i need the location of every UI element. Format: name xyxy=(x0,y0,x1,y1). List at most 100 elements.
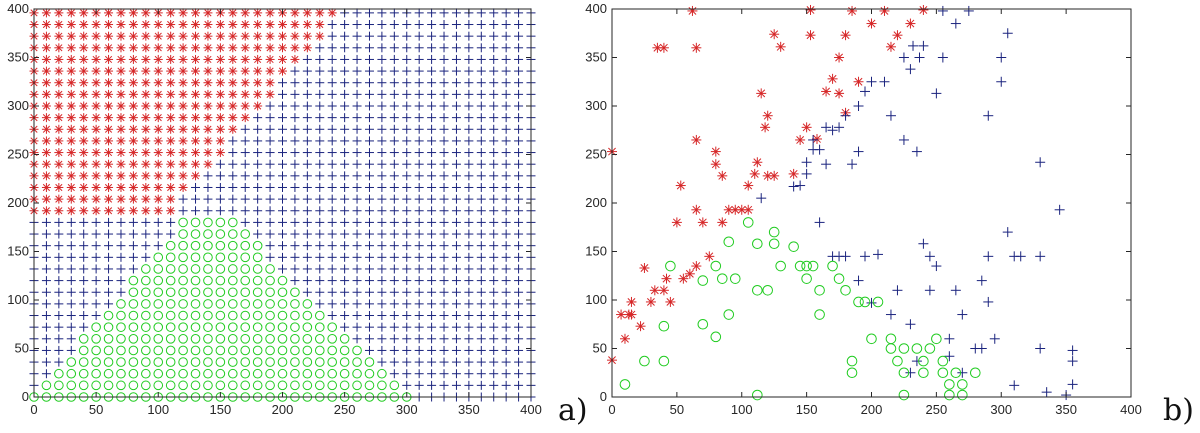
grid-marker-circle xyxy=(215,345,226,356)
grid-marker-plus xyxy=(253,124,263,134)
grid-marker-asterisk xyxy=(215,124,225,134)
grid-marker-plus xyxy=(377,113,387,123)
grid-marker-circle xyxy=(290,287,300,298)
x-tick-label: 0 xyxy=(608,402,615,417)
grid-marker-plus xyxy=(427,101,437,111)
grid-marker-plus xyxy=(427,159,437,169)
grid-marker-plus xyxy=(66,345,76,355)
grid-marker-plus xyxy=(302,89,312,99)
grid-marker-asterisk xyxy=(215,148,225,158)
grid-marker-plus xyxy=(315,276,325,286)
grid-marker-circle xyxy=(178,240,188,251)
grid-marker-plus xyxy=(352,252,362,262)
grid-marker-plus xyxy=(501,345,511,355)
grid-marker-circle xyxy=(103,368,114,379)
grid-marker-asterisk xyxy=(290,31,300,41)
grid-marker-plus xyxy=(352,78,362,88)
scatter-point-plus xyxy=(911,146,922,157)
grid-marker-plus xyxy=(439,369,449,379)
grid-marker-plus xyxy=(302,66,312,76)
grid-marker-circle xyxy=(190,252,201,263)
scatter-point-circle xyxy=(697,275,709,286)
grid-marker-circle xyxy=(128,310,139,321)
grid-marker-plus xyxy=(278,264,287,274)
grid-marker-circle xyxy=(190,240,201,251)
grid-marker-plus xyxy=(514,229,524,239)
grid-marker-plus xyxy=(41,322,51,332)
y-tick-label: 250 xyxy=(585,147,607,162)
scatter-point-plus xyxy=(1009,380,1020,391)
grid-marker-plus xyxy=(352,8,362,18)
grid-marker-circle xyxy=(302,345,313,356)
scatter-point-plus xyxy=(808,134,819,145)
grid-marker-asterisk xyxy=(278,31,287,41)
grid-marker-plus xyxy=(340,194,350,204)
grid-marker-plus xyxy=(141,217,151,227)
grid-marker-plus xyxy=(414,334,424,344)
grid-marker-circle xyxy=(252,368,263,379)
grid-marker-plus xyxy=(41,241,51,251)
grid-marker-asterisk xyxy=(228,66,238,76)
grid-marker-asterisk xyxy=(54,159,64,169)
grid-marker-plus xyxy=(253,113,263,123)
grid-marker-plus xyxy=(501,66,511,76)
grid-marker-circle xyxy=(165,322,176,332)
grid-marker-plus xyxy=(315,206,325,216)
grid-marker-plus xyxy=(451,8,461,18)
grid-marker-plus xyxy=(352,43,362,53)
grid-marker-plus xyxy=(464,20,474,30)
grid-marker-plus xyxy=(402,78,412,88)
grid-marker-asterisk xyxy=(153,136,163,146)
grid-marker-asterisk xyxy=(203,89,213,99)
grid-marker-plus xyxy=(402,369,412,379)
grid-marker-plus xyxy=(427,113,437,123)
grid-marker-asterisk xyxy=(153,66,163,76)
grid-marker-plus xyxy=(476,78,486,88)
scatter-point-plus xyxy=(937,5,948,16)
grid-marker-plus xyxy=(451,206,461,216)
grid-marker-plus xyxy=(501,43,511,53)
grid-marker-plus xyxy=(41,276,51,286)
grid-marker-plus xyxy=(439,8,449,18)
grid-marker-plus xyxy=(451,182,461,192)
scatter-point-plus xyxy=(801,157,812,168)
grid-marker-plus xyxy=(340,66,350,76)
grid-marker-plus xyxy=(402,299,412,309)
grid-marker-circle xyxy=(178,380,188,391)
scatter-point-plus xyxy=(1067,345,1078,356)
grid-marker-plus xyxy=(514,264,524,274)
grid-marker-plus xyxy=(153,229,163,239)
grid-marker-circle xyxy=(203,264,213,274)
grid-marker-plus xyxy=(191,194,201,204)
grid-marker-plus xyxy=(253,194,263,204)
grid-marker-circle xyxy=(228,264,238,274)
grid-marker-asterisk xyxy=(141,171,151,181)
grid-marker-plus xyxy=(427,369,437,379)
grid-marker-circle xyxy=(240,380,251,391)
grid-marker-circle xyxy=(228,240,238,251)
grid-marker-plus xyxy=(54,217,64,227)
scatter-point-plus xyxy=(840,251,851,262)
grid-marker-plus xyxy=(489,229,499,239)
grid-marker-plus xyxy=(215,206,225,216)
scatter-point-plus xyxy=(937,52,948,63)
grid-marker-asterisk xyxy=(215,78,225,88)
grid-marker-plus xyxy=(464,159,474,169)
grid-marker-plus xyxy=(451,194,461,204)
grid-marker-asterisk xyxy=(41,8,51,18)
grid-marker-circle xyxy=(190,380,201,391)
grid-marker-plus xyxy=(290,66,300,76)
grid-marker-plus xyxy=(489,31,499,41)
grid-marker-asterisk xyxy=(104,101,114,111)
grid-marker-plus xyxy=(476,287,486,297)
scatter-point-circle xyxy=(944,389,955,401)
grid-marker-asterisk xyxy=(66,206,76,216)
scatter-point-circle xyxy=(801,273,812,284)
grid-marker-plus xyxy=(501,101,511,111)
grid-marker-plus xyxy=(104,299,114,309)
grid-marker-plus xyxy=(514,89,524,99)
grid-marker-asterisk xyxy=(66,171,76,181)
grid-marker-plus xyxy=(439,148,449,158)
grid-marker-plus xyxy=(476,171,486,181)
grid-marker-plus xyxy=(451,299,461,309)
